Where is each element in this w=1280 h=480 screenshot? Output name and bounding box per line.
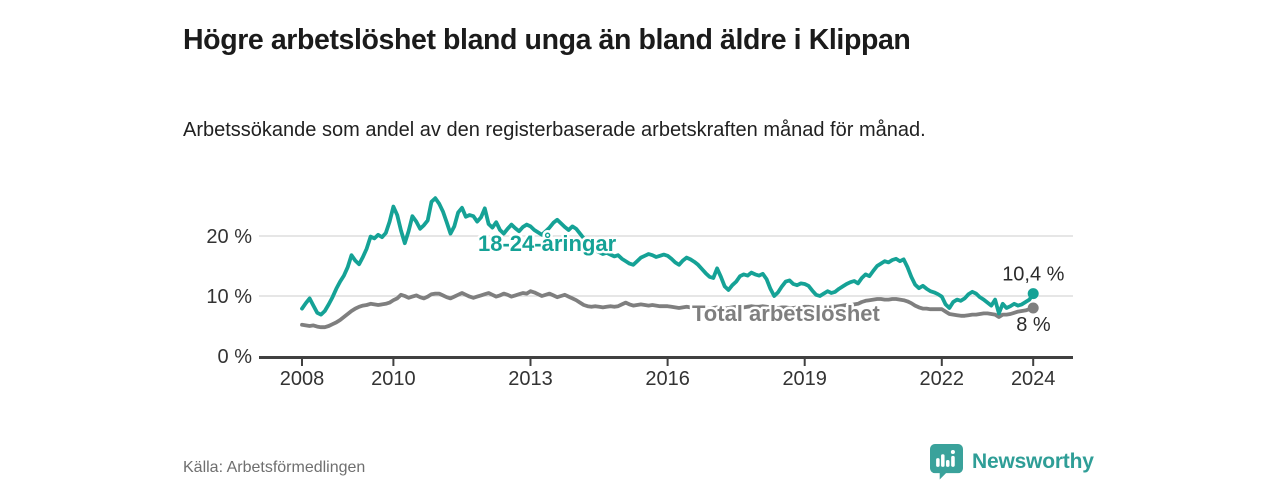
- series-end-value-label: 10,4 %: [1002, 264, 1064, 286]
- y-axis-tick-label: 10 %: [206, 286, 252, 308]
- series-label-young: 18-24-åringar: [478, 231, 617, 256]
- x-axis-tick-label: 2013: [508, 368, 553, 390]
- series-end-value-label: 8 %: [1016, 314, 1051, 336]
- series-end-dot-total: [1027, 302, 1039, 314]
- series-end-dot-young: [1027, 288, 1039, 300]
- x-axis-tick-label: 2010: [371, 368, 416, 390]
- series-line-young: [300, 196, 1036, 317]
- y-axis-tick-label: 0 %: [218, 346, 253, 368]
- x-axis-tick-label: 2024: [1011, 368, 1055, 390]
- page-title: Högre arbetslöshet bland unga än bland ä…: [183, 24, 911, 57]
- unemployment-line-chart: 2008 2010 2013 2016 2019 2022 2024 0 % 10 % 20 % 1…: [206, 196, 1073, 390]
- brand-name: Newsworthy: [972, 450, 1094, 473]
- x-axis-tick-label: 2019: [782, 368, 827, 390]
- chart-subtitle: Arbetssökande som andel av den registerb…: [183, 119, 926, 141]
- series-label-total: Total arbetslöshet: [692, 301, 881, 326]
- source-note: Källa: Arbetsförmedlingen: [183, 459, 366, 476]
- x-axis-tick-label: 2022: [920, 368, 965, 390]
- y-axis-tick-label: 20 %: [206, 226, 252, 248]
- x-axis-tick-label: 2008: [280, 368, 325, 390]
- series-line-total: [300, 289, 1036, 330]
- newsworthy-logo: Newsworthy: [930, 444, 1094, 480]
- newsworthy-chart-bubble-icon: [930, 444, 963, 480]
- x-axis-tick-label: 2016: [645, 368, 690, 390]
